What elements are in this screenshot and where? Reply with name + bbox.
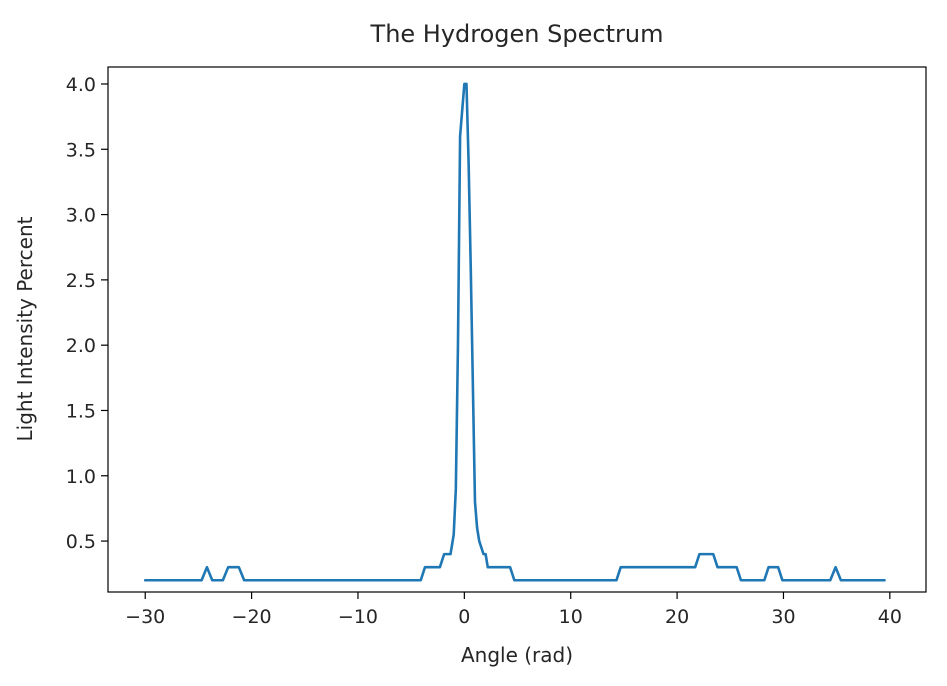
y-tick-label: 2.5 [66,270,96,292]
y-tick-label: 3.5 [66,139,96,161]
y-tick-label: 1.0 [66,466,96,488]
y-axis-label: Light Intensity Percent [13,216,37,441]
series-line [143,82,886,582]
x-tick-label: −30 [125,606,165,628]
x-axis-label: Angle (rad) [461,643,573,667]
plot-frame [107,66,927,593]
y-tick-label: 4.0 [66,74,96,96]
x-axis: −30 −20 −10 0 10 20 30 40 [125,592,902,628]
x-tick-label: −20 [232,606,272,628]
x-tick-label: 30 [771,606,795,628]
x-tick-label: −10 [338,606,378,628]
x-tick-label: 10 [559,606,583,628]
y-axis: 0.5 1.0 1.5 2.0 2.5 3.0 3.5 4.0 [66,74,108,553]
y-tick-label: 1.5 [66,400,96,422]
y-tick-label: 2.0 [66,335,96,357]
x-tick-label: 40 [878,606,902,628]
y-tick-label: 0.5 [66,531,96,553]
y-tick-label: 3.0 [66,205,96,227]
x-tick-label: 20 [665,606,689,628]
chart-title: The Hydrogen Spectrum [370,20,664,48]
x-tick-label: 0 [458,606,470,628]
